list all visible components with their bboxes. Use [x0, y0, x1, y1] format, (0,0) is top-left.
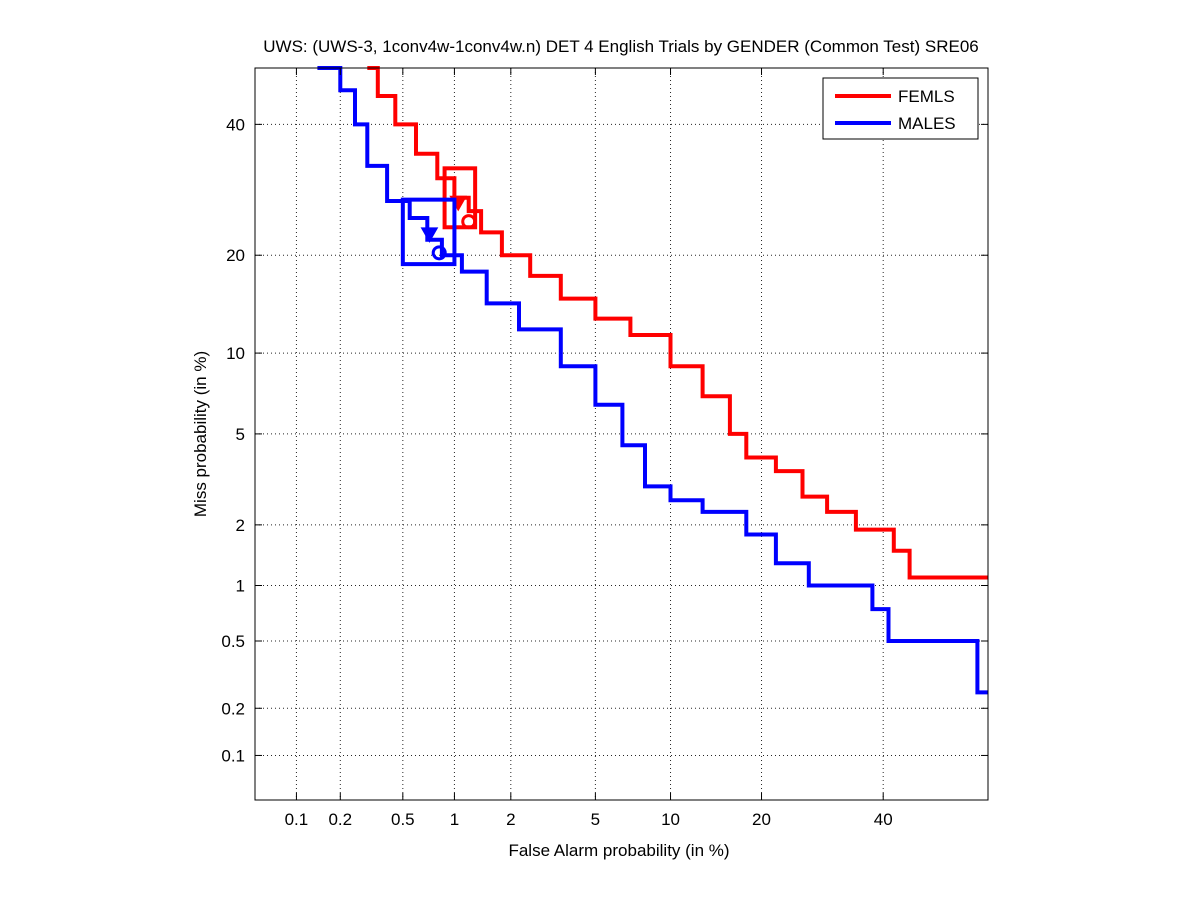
x-tick-label: 0.5 [391, 810, 415, 829]
y-tick-label: 2 [236, 516, 245, 535]
min-dcf-marker-males [420, 227, 439, 243]
y-tick-label: 1 [236, 577, 245, 596]
actual-dcf-marker-femls [461, 214, 477, 230]
x-tick-label: 0.1 [285, 810, 309, 829]
confidence-box-males [400, 197, 457, 267]
y-tick-label: 20 [226, 246, 245, 265]
x-tick-label: 20 [752, 810, 771, 829]
legend-label-males: MALES [898, 114, 956, 133]
y-axis-label: Miss probability (in %) [191, 351, 210, 517]
x-tick-label: 10 [661, 810, 680, 829]
y-tick-label: 10 [226, 344, 245, 363]
y-tick-label: 5 [236, 425, 245, 444]
y-tick-label: 0.1 [221, 746, 245, 765]
legend: FEMLS MALES [822, 77, 979, 140]
x-axis-label: False Alarm probability (in %) [508, 841, 729, 860]
x-tick-label: 1 [450, 810, 459, 829]
series-line-femls [367, 66, 988, 580]
x-tick-label: 5 [591, 810, 600, 829]
x-tick-label: 2 [506, 810, 515, 829]
series-layer [317, 66, 988, 695]
legend-box [822, 77, 979, 140]
chart-title: UWS: (UWS-3, 1conv4w-1conv4w.n) DET 4 En… [263, 37, 978, 56]
y-tick-label: 0.5 [221, 632, 245, 651]
y-tick-label: 40 [226, 115, 245, 134]
x-tick-label: 0.2 [328, 810, 352, 829]
y-tick-label: 0.2 [221, 699, 245, 718]
legend-label-femls: FEMLS [898, 87, 955, 106]
actual-dcf-marker-males [431, 245, 447, 261]
x-tick-label: 40 [874, 810, 893, 829]
series-line-males [317, 66, 988, 695]
tick-layer: 0.1 0.2 0.5 1 2 5 10 20 40 0.1 0.2 0.5 1 2 5 10 20 40 [221, 68, 988, 829]
